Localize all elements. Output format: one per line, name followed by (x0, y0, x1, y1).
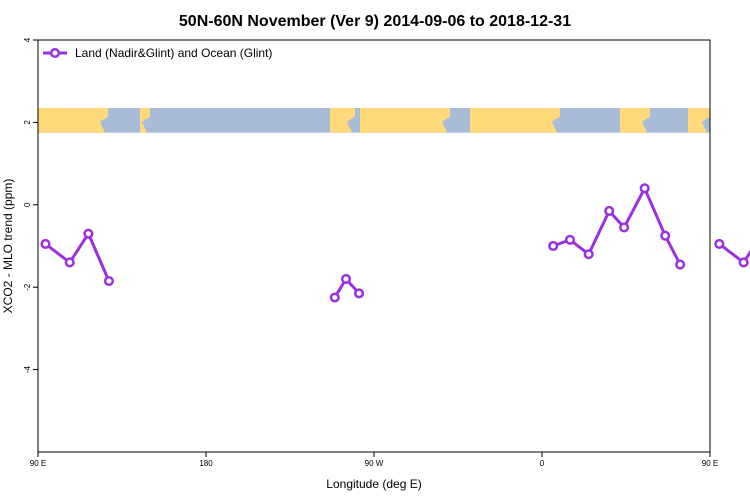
map-strip-land (470, 107, 560, 133)
x-tick-label: 180 (199, 459, 213, 468)
x-tick-label: 90 W (365, 459, 384, 468)
x-tick-label: 90 E (30, 459, 46, 468)
data-point (583, 249, 594, 260)
y-axis-label: XCO2 - MLO trend (ppm) (1, 179, 15, 314)
y-tick-label: 2 (23, 120, 32, 125)
y-tick-label: -2 (23, 283, 32, 291)
legend-marker (49, 47, 61, 59)
data-point (329, 292, 340, 303)
data-point (660, 230, 671, 241)
map-strip (38, 107, 710, 133)
data-point (714, 238, 725, 249)
series-line (552, 186, 682, 266)
chart-title: 50N-60N November (Ver 9) 2014-09-06 to 2… (179, 13, 571, 30)
x-tick-label: 90 E (702, 459, 718, 468)
map-strip-land (38, 107, 108, 133)
data-point (64, 257, 75, 268)
y-tick-label: 0 (23, 202, 32, 207)
map-strip-land (360, 107, 450, 133)
data-point (548, 240, 559, 252)
x-tick-label: 0 (540, 459, 545, 468)
legend-label: Land (Nadir&Glint) and Ocean (Glint) (75, 46, 272, 60)
y-tick-label: 4 (23, 37, 32, 42)
series-line (718, 242, 750, 264)
data-point (738, 257, 749, 268)
legend: Land (Nadir&Glint) and Ocean (Glint) (43, 46, 272, 60)
map-strip-land (620, 107, 650, 133)
map-strip-land (140, 107, 150, 133)
data-point (40, 238, 51, 249)
data-point (639, 183, 650, 194)
data-point (604, 205, 615, 217)
data-point (83, 228, 94, 239)
data-point (103, 275, 114, 287)
x-axis-label: Longitude (deg E) (326, 477, 421, 491)
map-strip-land (688, 107, 710, 133)
data-point (564, 234, 576, 245)
data-point (619, 222, 630, 233)
data-point (340, 273, 352, 285)
plot-frame (37, 39, 711, 453)
data-point (354, 288, 365, 299)
map-strip-land (330, 107, 355, 133)
y-tick-label: -4 (23, 365, 32, 373)
data-point (675, 259, 686, 270)
series-line (44, 232, 111, 282)
